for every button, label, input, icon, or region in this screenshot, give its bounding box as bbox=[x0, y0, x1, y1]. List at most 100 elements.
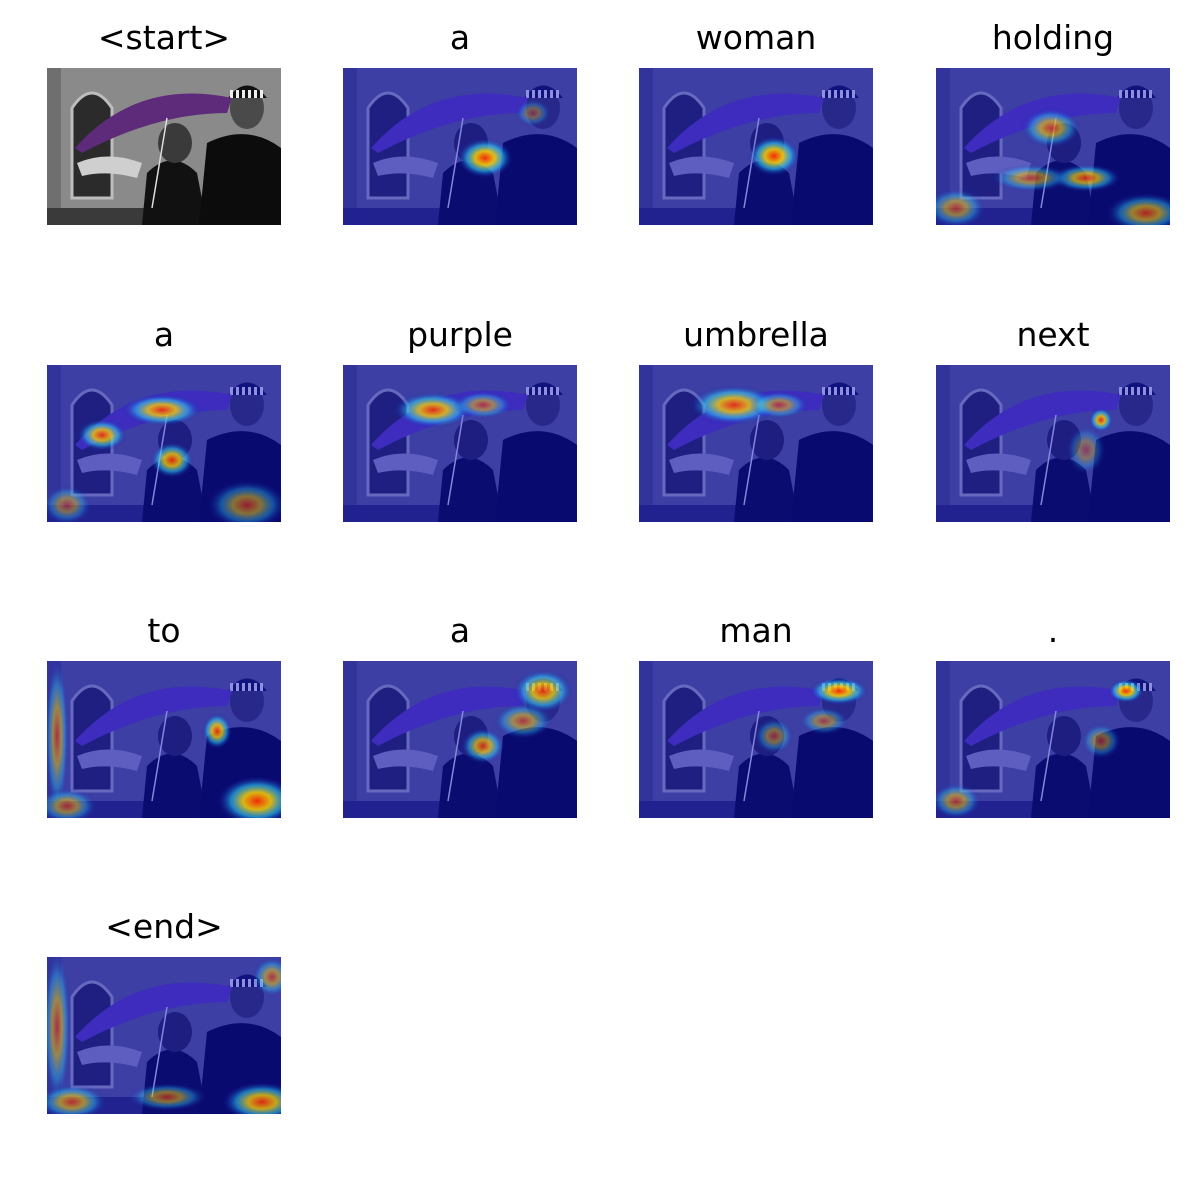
attention-cell: a bbox=[343, 8, 577, 225]
attention-overlay bbox=[936, 365, 1170, 522]
attention-map bbox=[639, 661, 873, 818]
striped-hat bbox=[228, 85, 267, 98]
attention-hotspot bbox=[1106, 193, 1170, 225]
attention-hotspot bbox=[47, 1084, 107, 1114]
attention-hotspot bbox=[1089, 408, 1113, 432]
attention-overlay bbox=[343, 365, 577, 522]
woman-face bbox=[1047, 716, 1081, 756]
attention-cell: man bbox=[639, 601, 873, 818]
umbrella bbox=[667, 686, 824, 746]
attention-hotspot bbox=[47, 485, 92, 522]
umbrella bbox=[964, 686, 1121, 746]
striped-hat bbox=[228, 382, 267, 395]
attention-hotspot bbox=[207, 480, 281, 522]
umbrella bbox=[371, 93, 528, 153]
attention-image bbox=[639, 661, 873, 818]
attention-map bbox=[343, 68, 577, 225]
attention-cell: a bbox=[343, 601, 577, 818]
attention-hotspot bbox=[513, 669, 573, 713]
attention-hotspot bbox=[748, 136, 800, 176]
attention-cell: purple bbox=[343, 305, 577, 522]
umbrella bbox=[75, 686, 232, 746]
attention-image bbox=[47, 661, 281, 818]
umbrella bbox=[371, 686, 528, 746]
umbrella bbox=[667, 93, 824, 153]
attention-map bbox=[639, 365, 873, 522]
attention-map bbox=[639, 68, 873, 225]
woman-face bbox=[158, 716, 192, 756]
token-label: woman bbox=[695, 18, 817, 57]
attention-image bbox=[639, 68, 873, 225]
attention-hotspot bbox=[77, 419, 127, 451]
attention-hotspot bbox=[217, 776, 281, 818]
token-label: holding bbox=[991, 18, 1115, 57]
token-label: purple bbox=[407, 315, 513, 354]
attention-cell: <start> bbox=[47, 8, 281, 225]
attention-hotspot bbox=[150, 442, 194, 478]
attention-hotspot bbox=[222, 1082, 281, 1114]
striped-hat bbox=[524, 85, 563, 98]
attention-hotspot bbox=[799, 707, 849, 735]
attention-image bbox=[47, 68, 281, 225]
token-label: . bbox=[1047, 611, 1059, 650]
attention-map bbox=[47, 365, 281, 522]
umbrella bbox=[75, 93, 232, 153]
attention-hotspot bbox=[754, 718, 794, 754]
attention-map bbox=[936, 365, 1170, 522]
attention-hotspot bbox=[47, 788, 97, 818]
token-label: <end> bbox=[105, 907, 223, 946]
token-label: a bbox=[153, 315, 175, 354]
striped-hat bbox=[1117, 382, 1156, 395]
attention-hotspot bbox=[1066, 425, 1106, 475]
token-label: a bbox=[449, 18, 471, 57]
attention-hotspot bbox=[1021, 108, 1081, 148]
umbrella bbox=[75, 982, 232, 1042]
striped-hat bbox=[228, 678, 267, 691]
token-label: <start> bbox=[97, 18, 231, 57]
striped-hat bbox=[1117, 85, 1156, 98]
attention-hotspot bbox=[47, 957, 71, 1107]
attention-hotspot bbox=[461, 728, 505, 764]
attention-map bbox=[936, 661, 1170, 818]
attention-hotspot bbox=[936, 188, 986, 225]
attention-map bbox=[936, 68, 1170, 225]
attention-image bbox=[343, 661, 577, 818]
attention-image bbox=[639, 365, 873, 522]
attention-image bbox=[936, 68, 1170, 225]
attention-cell: umbrella bbox=[639, 305, 873, 522]
woman-face bbox=[454, 420, 488, 460]
token-label: next bbox=[1016, 315, 1090, 354]
attention-cell: woman bbox=[639, 8, 873, 225]
attention-map bbox=[47, 957, 281, 1114]
umbrella bbox=[964, 390, 1121, 450]
token-label: to bbox=[147, 611, 181, 650]
attention-hotspot bbox=[1051, 164, 1121, 192]
token-label: man bbox=[719, 611, 793, 650]
token-label: a bbox=[449, 611, 471, 650]
woman-face bbox=[750, 420, 784, 460]
attention-hotspot bbox=[127, 1083, 207, 1111]
attention-cell: to bbox=[47, 601, 281, 818]
attention-hotspot bbox=[457, 138, 513, 178]
attention-hotspot bbox=[1081, 723, 1121, 759]
attention-hotspot bbox=[252, 957, 281, 997]
attention-hotspot bbox=[453, 391, 513, 419]
striped-hat bbox=[524, 382, 563, 395]
attention-hotspot bbox=[493, 703, 553, 739]
attention-hotspot bbox=[689, 385, 779, 425]
attention-map bbox=[343, 365, 577, 522]
attention-hotspot bbox=[936, 783, 981, 818]
attention-cell: next bbox=[936, 305, 1170, 522]
attention-hotspot bbox=[122, 394, 202, 426]
attention-hotspot bbox=[47, 661, 69, 816]
attention-hotspot bbox=[1108, 679, 1144, 703]
woman-face bbox=[158, 123, 192, 163]
attention-hotspot bbox=[749, 391, 809, 419]
attention-cell: a bbox=[47, 305, 281, 522]
attention-hotspot bbox=[515, 99, 551, 127]
attention-hotspot bbox=[393, 392, 473, 428]
attention-image bbox=[343, 365, 577, 522]
striped-hat bbox=[820, 382, 859, 395]
attention-image bbox=[936, 365, 1170, 522]
woman-face bbox=[158, 1012, 192, 1052]
